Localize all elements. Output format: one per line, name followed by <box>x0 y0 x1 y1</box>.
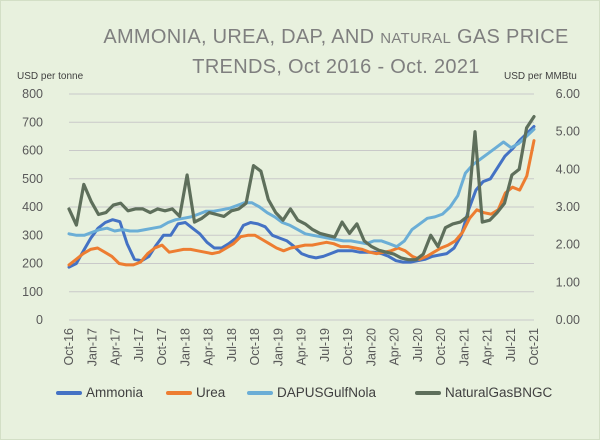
y-tick-label: 600 <box>22 144 43 158</box>
y-tick-label: 800 <box>22 87 43 101</box>
legend-label-dap: DAPUSGulfNola <box>277 385 377 400</box>
y2-tick-label: 2.00 <box>556 238 580 252</box>
x-tick-label: Apr-18 <box>202 328 216 366</box>
y-tick-label: 100 <box>22 285 43 299</box>
legend-label-ammonia: Ammonia <box>86 385 144 400</box>
legend-swatch-natural-gas <box>415 390 441 395</box>
x-tick-label: Apr-19 <box>295 328 309 366</box>
x-tick-label: Oct-17 <box>155 328 169 366</box>
chart-title: AMMONIA, UREA, DAP, AND NATURAL GAS PRIC… <box>101 23 571 81</box>
x-tick-label: Jul-21 <box>504 328 518 362</box>
y-tick-label: 500 <box>22 172 43 186</box>
y2-tick-label: 1.00 <box>556 275 580 289</box>
y2-tick-label: 4.00 <box>556 162 580 176</box>
legend-swatch-ammonia <box>56 390 82 395</box>
y-tick-label: 0 <box>36 313 43 327</box>
x-tick-label: Jan-19 <box>271 328 285 366</box>
legend-item-urea: Urea <box>166 385 225 400</box>
legend-swatch-urea <box>166 390 192 395</box>
chart-title-small: NATURAL <box>380 30 452 47</box>
chart-title-part2: GAS PRICE <box>451 26 569 48</box>
x-tick-label: Apr-20 <box>388 328 402 366</box>
series-layer <box>67 114 536 269</box>
tick-label-layer: 0 100 200 300 400 500 600 700 800 0.00 1.00 2.00 3.0… <box>22 87 580 366</box>
legend-item-ammonia: Ammonia <box>56 385 143 400</box>
x-tick-label: Jan-21 <box>457 328 471 366</box>
x-tick-label: Jul-20 <box>411 328 425 362</box>
x-tick-label: Jul-18 <box>225 328 239 362</box>
legend: Ammonia Urea DAPUSGulfNola NaturalGasBNG… <box>1 385 600 405</box>
series-line-ammonia <box>67 125 536 269</box>
x-tick-label: Jul-19 <box>318 328 332 362</box>
legend-label-natural-gas: NaturalGasBNGC <box>445 385 553 400</box>
x-tick-label: Jan-18 <box>178 328 192 366</box>
y-tick-label: 300 <box>22 228 43 242</box>
y2-tick-label: 3.00 <box>556 200 580 214</box>
legend-swatch-dap <box>247 390 273 395</box>
grid-layer <box>69 93 534 321</box>
x-tick-label: Oct-18 <box>248 328 262 366</box>
x-tick-label: Oct-16 <box>62 328 76 366</box>
x-tick-label: Oct-19 <box>341 328 355 366</box>
legend-item-natural-gas: NaturalGasBNGC <box>415 385 552 400</box>
x-tick-label: Apr-17 <box>109 328 123 366</box>
x-tick-label: Apr-21 <box>481 328 495 366</box>
chart-title-line2: TRENDS, Oct 2016 - Oct. 2021 <box>192 56 480 78</box>
x-tick-label: Jul-17 <box>132 328 146 362</box>
x-tick-label: Jan-20 <box>364 328 378 366</box>
series-line-dapusgulfnola <box>67 127 536 249</box>
y2-tick-label: 0.00 <box>556 313 580 327</box>
x-tick-label: Oct-20 <box>434 328 448 366</box>
series-line-urea <box>67 139 536 267</box>
series-line-naturalgasbngc <box>67 114 536 262</box>
y2-tick-label: 6.00 <box>556 87 580 101</box>
x-tick-label: Oct-21 <box>527 328 541 366</box>
legend-item-dap: DAPUSGulfNola <box>247 385 376 400</box>
x-tick-label: Jan-17 <box>85 328 99 366</box>
legend-label-urea: Urea <box>196 385 226 400</box>
right-axis-title: USD per MMBtu <box>504 71 577 82</box>
y2-tick-label: 5.00 <box>556 125 580 139</box>
y-tick-label: 400 <box>22 200 43 214</box>
chart-title-part1: AMMONIA, UREA, DAP, AND <box>103 26 381 48</box>
y-tick-label: 200 <box>22 257 43 271</box>
left-axis-title: USD per tonne <box>17 71 84 82</box>
y-tick-label: 700 <box>22 115 43 129</box>
